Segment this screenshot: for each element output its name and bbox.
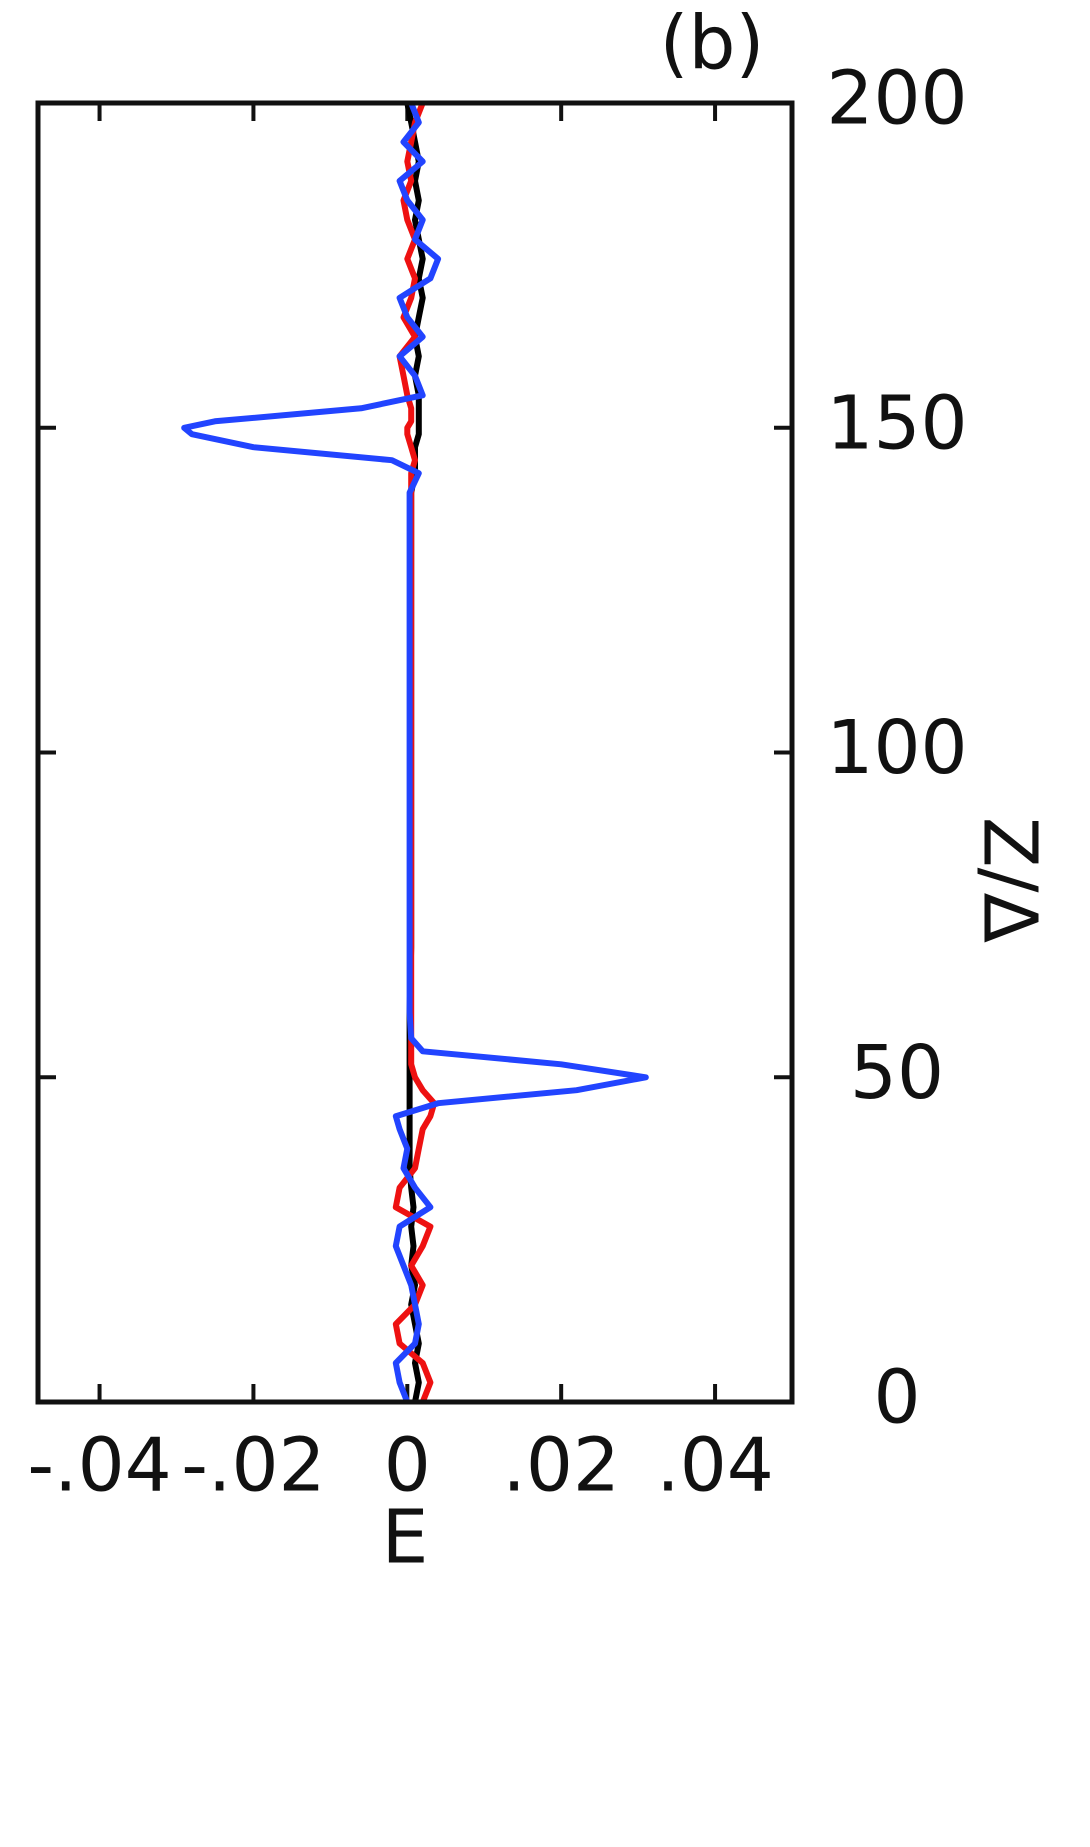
y-tick-label: 100 [826,705,967,791]
y-tick-label: 150 [826,380,967,466]
panel-label: (b) [660,1,765,87]
x-axis-label: E [382,1495,429,1581]
y-tick-label: 200 [826,56,967,142]
x-tick-label: .02 [502,1423,620,1509]
plot-frame [35,100,795,1405]
y-tick-label: 0 [873,1355,920,1441]
series-line [181,101,649,1404]
x-tick-label: .04 [656,1423,774,1509]
x-tick-label: -.02 [181,1423,325,1509]
x-tick-label: 0 [384,1423,431,1509]
y-tick-label: 50 [850,1030,944,1116]
x-tick-label: -.04 [27,1423,171,1509]
y-axis-label: Z/Δ [966,817,1052,944]
